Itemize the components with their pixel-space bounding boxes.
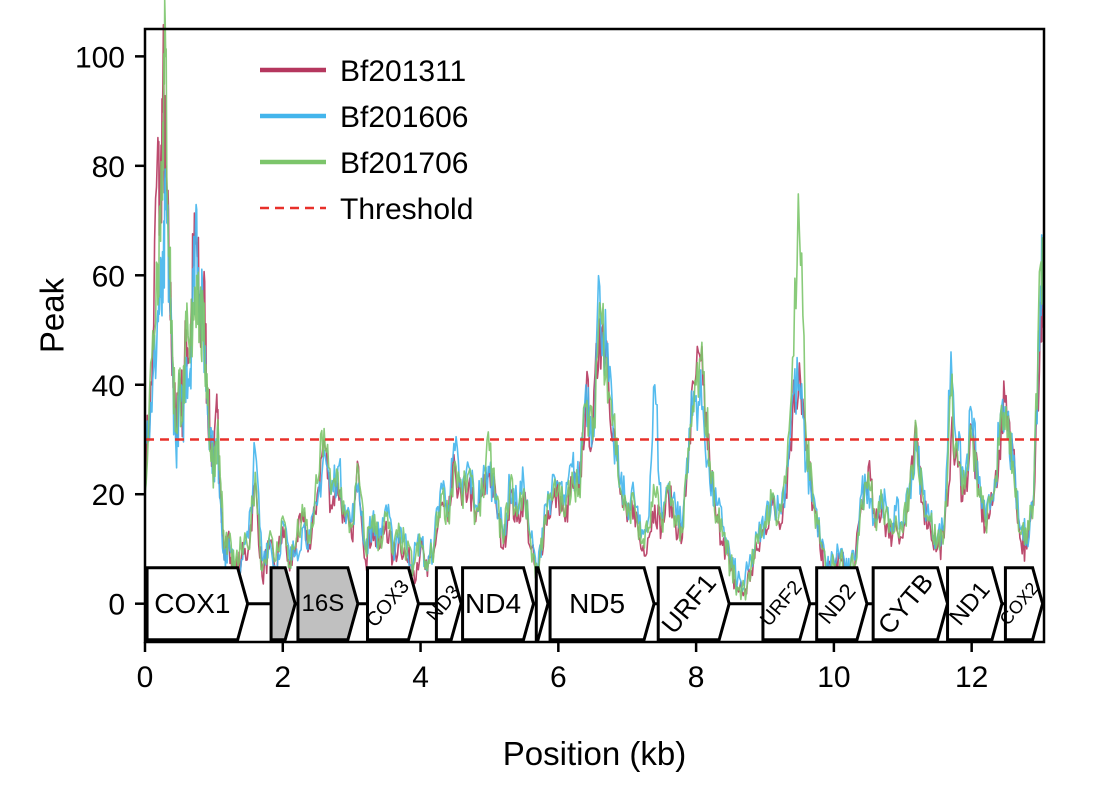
x-tick-label-2: 2	[274, 661, 291, 694]
x-tick-label-10: 10	[817, 661, 850, 694]
plot-frame	[143, 27, 1046, 644]
series-layer	[144, 0, 1045, 601]
gene-arrow-nd3	[434, 566, 463, 642]
gene-label-nd4: ND4	[465, 588, 521, 619]
legend-label-bf201311: Bf201311	[340, 55, 466, 88]
x-tick-label-8: 8	[688, 661, 705, 694]
legend-label-threshold: Threshold	[340, 193, 473, 226]
gene-label-cox1: COX1	[154, 588, 230, 619]
y-axis-title: Peak	[34, 277, 71, 353]
y-tick-label-60: 60	[92, 260, 125, 293]
legend: Bf201311 Bf201606 Bf201706 Threshold	[260, 55, 473, 226]
gene-arrow-cox3	[366, 566, 421, 642]
gene-arrow-cox1	[145, 566, 250, 642]
gene-label-16s: 16S	[302, 590, 345, 617]
y-tick-label-80: 80	[92, 151, 125, 184]
x-tick-label-0: 0	[137, 661, 154, 694]
gene-arrow-unlabeled-1	[269, 566, 297, 642]
gene-arrow-nd1	[946, 566, 1004, 642]
gene-track: COX1 16S COX3 ND3 ND4 ND5 URF1 URF2 ND2 CYTB ND1 CO…	[145, 566, 1045, 642]
series-line-bf201706	[144, 0, 1045, 601]
x-tick-label-4: 4	[412, 661, 429, 694]
legend-label-bf201606: Bf201606	[340, 101, 468, 134]
gene-arrow-unlabeled-6	[534, 566, 550, 642]
y-tick-label-20: 20	[92, 479, 125, 512]
x-tick-label-6: 6	[550, 661, 567, 694]
series-line-bf201606	[144, 168, 1045, 594]
gene-label-nd5: ND5	[569, 588, 625, 619]
y-tick-label-100: 100	[75, 41, 125, 74]
gene-arrow-nd5	[548, 566, 656, 642]
axes: 0 2 4 6 8 10 12 0 20 40 60 80 100	[75, 41, 988, 694]
gene-arrow-16s	[296, 566, 360, 642]
gene-arrow-cytb	[871, 566, 950, 642]
x-tick-label-12: 12	[955, 661, 988, 694]
gene-arrow-cox2	[1003, 566, 1045, 642]
y-tick-label-0: 0	[108, 589, 125, 622]
legend-label-bf201706: Bf201706	[340, 147, 468, 180]
x-axis-title: Position (kb)	[503, 735, 686, 772]
gene-arrow-urf2	[761, 566, 812, 642]
gene-arrow-nd4	[461, 566, 536, 642]
gene-arrow-urf1	[656, 566, 731, 642]
y-tick-label-40: 40	[92, 370, 125, 403]
gene-arrow-nd2	[815, 566, 869, 642]
